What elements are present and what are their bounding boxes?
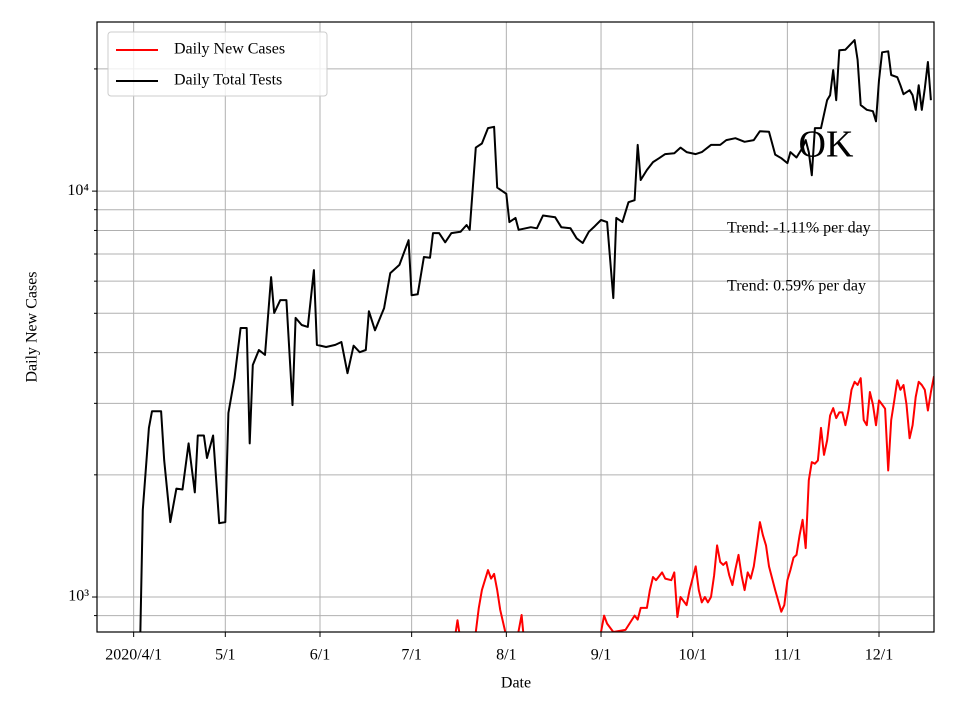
y-axis-label: Daily New Cases <box>24 271 41 382</box>
legend-label: Daily Total Tests <box>174 72 282 89</box>
annotation: Trend: 0.59% per day <box>727 278 866 295</box>
x-tick-label: 2020/4/1 <box>105 647 162 664</box>
series-line <box>139 39 932 632</box>
series-line <box>454 376 934 632</box>
y-tick-label: 10³ <box>68 588 89 605</box>
plot-lines <box>139 39 934 632</box>
y-tick-label: 10⁴ <box>67 182 89 199</box>
ticks: 2020/4/1 5/1 6/1 7/1 8/1 9/1 10/1 11/1 12/1 10³ 10… <box>67 68 893 664</box>
x-axis-label: Date <box>501 675 531 692</box>
annotation: Trend: -1.11% per day <box>727 220 871 237</box>
legend-box <box>107 31 328 97</box>
annotation: OK <box>799 124 854 166</box>
plot-frame <box>96 21 935 633</box>
x-tick-label: 12/1 <box>865 647 893 664</box>
x-tick-label: 9/1 <box>591 647 611 664</box>
x-tick-label: 5/1 <box>215 647 235 664</box>
grid <box>97 22 934 632</box>
legend: Daily New Cases Daily Total Tests <box>107 31 328 97</box>
legend-label: Daily New Cases <box>174 41 285 58</box>
x-tick-label: 10/1 <box>678 647 706 664</box>
x-tick-label: 7/1 <box>401 647 421 664</box>
x-tick-label: 6/1 <box>310 647 330 664</box>
x-tick-label: 11/1 <box>773 647 801 664</box>
x-tick-label: 8/1 <box>496 647 516 664</box>
